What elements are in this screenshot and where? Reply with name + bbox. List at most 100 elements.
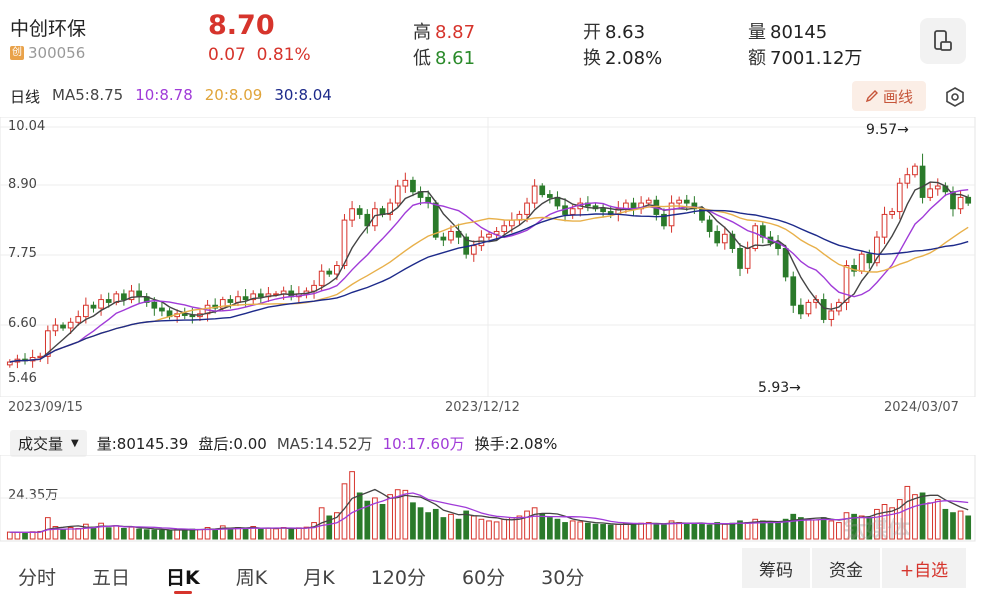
volume-bar: [798, 517, 804, 540]
settings-icon[interactable]: [944, 86, 966, 108]
volume-bar: [661, 524, 667, 540]
volume-bar: [919, 492, 926, 540]
candle: [326, 268, 333, 277]
date-end: 2024/03/07: [884, 400, 959, 415]
watermark: 钛媒体: [844, 518, 911, 543]
candle: [288, 284, 295, 301]
volume-bar: [531, 507, 538, 540]
candle: [782, 244, 789, 282]
tab-monthly-k[interactable]: 月K: [303, 566, 335, 589]
price-change: 0.07 0.81%: [208, 45, 311, 65]
candle: [60, 322, 66, 331]
high-value: 8.87: [435, 22, 476, 43]
stock-code-text: 300056: [28, 44, 86, 62]
candle: [242, 289, 249, 307]
candle: [136, 283, 142, 304]
volume-bar: [546, 517, 553, 540]
vol-ma10-line: [9, 492, 969, 534]
volume-bar: [280, 527, 287, 540]
candle: [554, 191, 561, 210]
volume-bar: [22, 532, 28, 540]
volume-bar: [394, 489, 401, 540]
tab-daily-k[interactable]: 日K: [148, 552, 218, 600]
candle: [546, 190, 553, 204]
candle: [341, 214, 348, 270]
candle: [410, 176, 416, 197]
candle: [577, 197, 584, 217]
capital-flow-button[interactable]: 资金: [812, 548, 880, 588]
candlestick-chart[interactable]: [0, 117, 1000, 397]
volume-bar: [585, 522, 591, 540]
candle: [737, 243, 743, 277]
candle: [615, 201, 622, 222]
tab-30min[interactable]: 30分: [541, 566, 585, 589]
low-quote: 低 8.61: [413, 44, 475, 70]
candle: [638, 196, 644, 215]
candle: [349, 201, 355, 227]
vol-ma5-line: [9, 488, 969, 534]
volume-bar: [896, 499, 903, 540]
volume-bar: [790, 513, 797, 540]
candle: [29, 349, 36, 368]
volume-bar: [387, 494, 393, 540]
date-mid: 2023/12/12: [445, 400, 520, 415]
period-label[interactable]: 日线: [10, 88, 41, 106]
volume-bar: [6, 531, 13, 540]
high-label: 高: [413, 22, 431, 43]
volume-bar: [242, 528, 249, 540]
volume-legend: 成交量 ▼ 量:80145.39 盘后:0.00 MA5:14.52万 10:1…: [10, 430, 557, 457]
stock-code: 创 300056: [10, 44, 85, 62]
candle: [448, 225, 454, 244]
volume-bar: [638, 522, 644, 540]
add-watchlist-button[interactable]: +自选: [882, 548, 966, 588]
tab-five-day[interactable]: 五日: [92, 566, 131, 589]
candle: [44, 325, 51, 365]
volume-bar: [273, 528, 279, 540]
volume-bar: [752, 518, 759, 540]
candle: [683, 194, 690, 211]
candle: [159, 301, 165, 317]
volume-bar: [113, 525, 120, 540]
candle: [486, 231, 492, 240]
amount-label: 额: [748, 48, 766, 69]
volume-bar: [410, 502, 416, 540]
landscape-toggle-button[interactable]: [920, 18, 966, 64]
volume-chart[interactable]: [0, 455, 1000, 543]
low-value: 8.61: [435, 48, 476, 69]
min-price-marker: 5.93→: [758, 380, 801, 396]
volume-bar: [52, 526, 59, 540]
tab-60min[interactable]: 60分: [461, 566, 506, 589]
vol-ma10-value: 10:17.60万: [382, 435, 465, 453]
volume-bar: [417, 507, 424, 540]
volume-bar: [623, 522, 629, 540]
volume-bar: [965, 515, 972, 540]
open-label: 开: [583, 22, 601, 43]
volume-bar: [562, 522, 568, 540]
candle: [630, 197, 637, 217]
period-tabs: 分时 五日 日K 周K 月K 120分 60分 30分: [0, 552, 1000, 600]
candle: [896, 177, 903, 220]
candle: [798, 298, 804, 320]
draw-line-button[interactable]: 画线: [852, 81, 926, 111]
volume-bar: [858, 515, 865, 540]
chips-button[interactable]: 筹码: [742, 548, 810, 588]
volume-bar: [212, 528, 219, 540]
volume-bar: [775, 522, 781, 540]
tab-weekly-k[interactable]: 周K: [235, 566, 268, 589]
volume-bar: [432, 508, 439, 540]
volume-bar: [311, 522, 317, 540]
tab-intraday[interactable]: 分时: [18, 566, 57, 589]
candle: [257, 288, 264, 305]
volume-bar: [600, 524, 606, 540]
volume-bar: [554, 518, 561, 540]
candle: [90, 301, 97, 313]
volume-bar: [699, 524, 705, 540]
tab-120min[interactable]: 120分: [370, 566, 426, 589]
indicator-selector[interactable]: 成交量 ▼: [10, 430, 87, 457]
candle: [455, 223, 462, 245]
candle: [661, 208, 667, 230]
volume-bar: [14, 531, 21, 540]
volume-bar: [303, 526, 310, 540]
volume-bar: [356, 492, 363, 540]
candle: [539, 183, 546, 198]
